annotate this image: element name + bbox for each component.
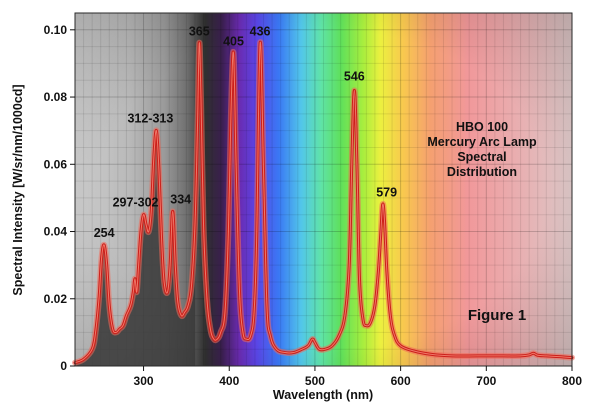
x-axis-title: Wavelength (nm) [273,388,373,402]
peak-label: 405 [223,34,244,48]
y-tick-label: 0.08 [44,90,68,104]
uv-fill-area [75,130,195,366]
peak-label: 546 [344,69,365,83]
x-tick-label: 400 [219,374,239,388]
axis-ticks: 300 400 500 600 700 800 0 0.02 0.04 0.06 0.08 0.10 [44,23,583,388]
peak-labels: 254 297-302 312-313 334 365 405 436 546 579 [94,24,397,240]
peak-label: 579 [376,186,397,200]
figure-label: Figure 1 [468,307,526,324]
y-tick-label: 0.02 [44,292,68,306]
annotation-line-2: Mercury Arc Lamp [427,135,537,149]
plot-border [74,12,573,367]
y-tick-label: 0 [60,359,67,373]
peak-label: 297-302 [113,196,159,210]
peak-label: 436 [250,24,271,38]
uv-fill [75,130,195,366]
y-tick-label: 0.10 [44,23,68,37]
x-tick-label: 600 [391,374,411,388]
annotation-line-3: Spectral [457,150,506,164]
peak-label: 365 [189,24,210,38]
y-axis-title: Spectral Intensity [W/sr/nm/1000cd] [11,84,25,295]
peak-label: 312-313 [127,112,173,126]
annotation-line-1: HBO 100 [456,120,508,134]
x-tick-label: 700 [476,374,496,388]
annotation-line-4: Distribution [447,165,517,179]
peak-label: 334 [170,192,191,206]
x-tick-label: 500 [305,374,325,388]
y-tick-label: 0.06 [44,157,68,171]
series-line-highlight [74,41,573,364]
x-tick-label: 800 [562,374,582,388]
y-tick-label: 0.04 [44,225,68,239]
series-line [72,39,575,366]
peak-label: 254 [94,226,115,240]
x-tick-label: 300 [134,374,154,388]
